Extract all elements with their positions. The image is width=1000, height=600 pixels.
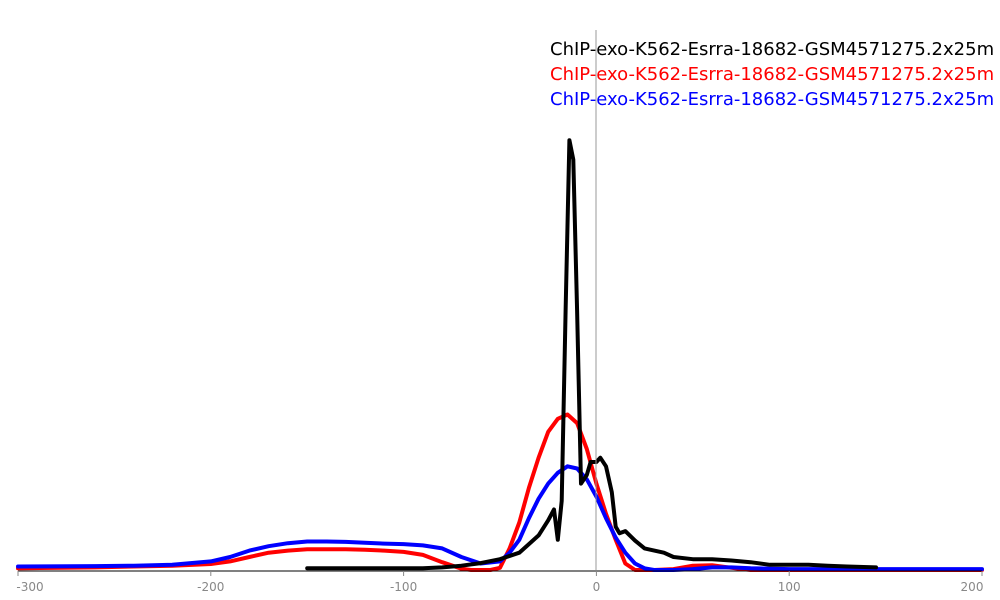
series-lines	[16, 138, 984, 572]
x-tick-label: -100	[390, 580, 417, 594]
x-tick-label: -300	[16, 580, 43, 594]
x-tick-label: -200	[197, 580, 224, 594]
x-tick-label: 100	[778, 580, 801, 594]
x-axis-ticks: -300 -200 -100 0 100 200	[16, 571, 983, 594]
series-line-3	[16, 464, 984, 572]
legend-entry-2: ChIP-exo-K562-Esrra-18682-GSM4571275.2x2…	[550, 64, 994, 85]
x-tick-label: 200	[961, 580, 984, 594]
legend-entry-3: ChIP-exo-K562-Esrra-18682-GSM4571275.2x2…	[550, 89, 994, 110]
series-line-2	[16, 412, 984, 572]
series-line-1	[305, 138, 878, 571]
legend-entry-1: ChIP-exo-K562-Esrra-18682-GSM4571275.2x2…	[550, 39, 994, 60]
legend: ChIP-exo-K562-Esrra-18682-GSM4571275.2x2…	[550, 39, 994, 110]
x-tick-label: 0	[593, 580, 601, 594]
